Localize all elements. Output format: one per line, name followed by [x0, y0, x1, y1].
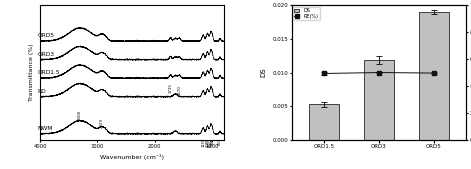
- Text: RD: RD: [37, 89, 46, 94]
- Text: 1155: 1155: [201, 138, 205, 147]
- Text: 860: 860: [218, 138, 222, 145]
- Text: 3308: 3308: [78, 110, 81, 120]
- Bar: [364, 60, 394, 140]
- Text: 2929: 2929: [99, 118, 104, 128]
- Legend: DS, RE(%): DS, RE(%): [293, 7, 319, 20]
- Text: 1725: 1725: [169, 83, 172, 93]
- X-axis label: Wavenumber (cm⁻¹): Wavenumber (cm⁻¹): [100, 154, 164, 160]
- Text: ORD5: ORD5: [37, 33, 54, 38]
- Bar: [309, 104, 339, 140]
- Text: ORD3: ORD3: [37, 52, 54, 57]
- Text: ORD1.5: ORD1.5: [37, 70, 60, 75]
- Y-axis label: DS: DS: [261, 68, 267, 77]
- Bar: [419, 12, 448, 140]
- Y-axis label: Transmittance (%): Transmittance (%): [30, 44, 34, 101]
- Text: NWM: NWM: [37, 126, 53, 131]
- Text: 1022: 1022: [209, 138, 213, 147]
- Text: 995: 995: [211, 138, 214, 145]
- Text: 1570: 1570: [178, 85, 181, 95]
- Text: 1080: 1080: [205, 138, 210, 147]
